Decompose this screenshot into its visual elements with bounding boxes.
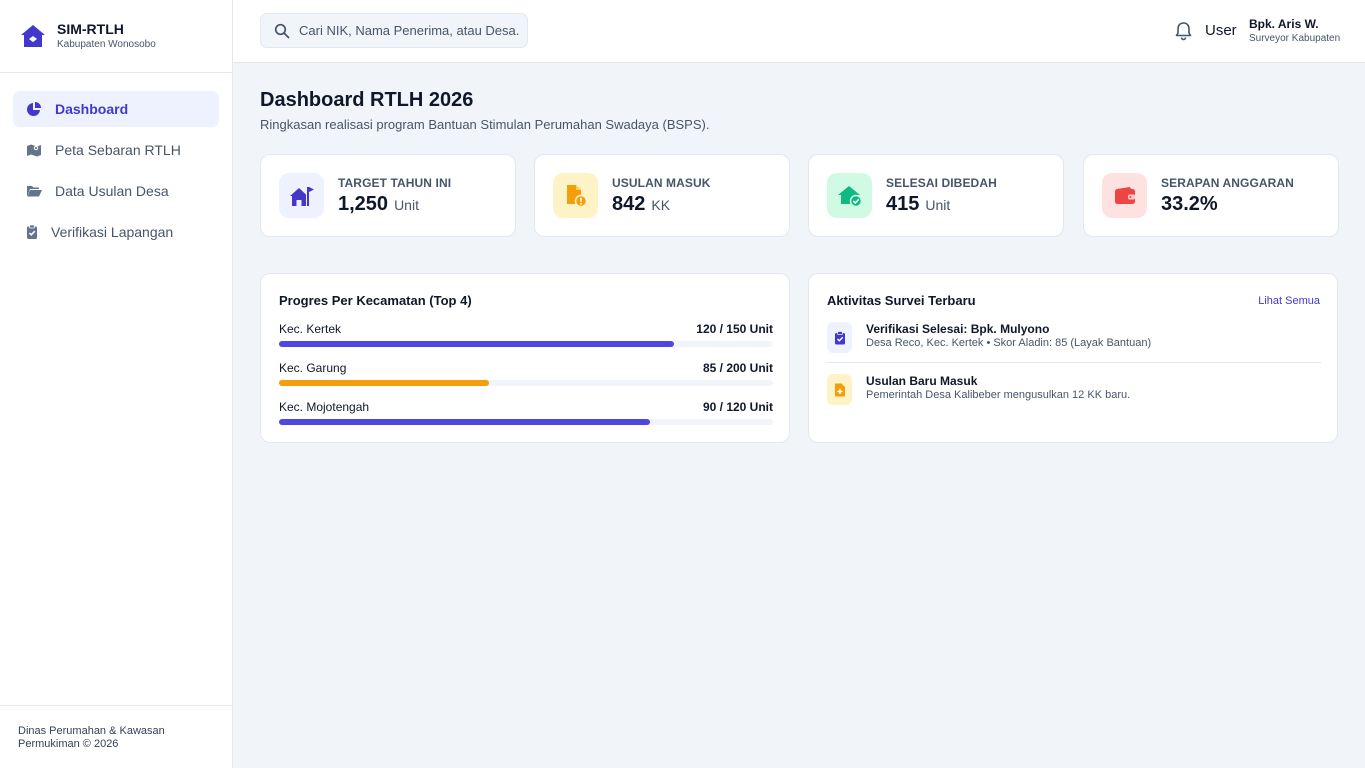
page-title: Dashboard RTLH 2026 <box>260 89 474 111</box>
search-input[interactable] <box>299 23 519 38</box>
progress-item: Kec. Kertek 120 / 150 Unit <box>279 322 773 347</box>
activity-title: Verifikasi Selesai: Bpk. Mulyono <box>866 322 1050 336</box>
stat-value-group: 842 KK <box>612 193 670 216</box>
chart-pie-icon <box>26 101 42 117</box>
clipboard-check-icon <box>24 224 40 240</box>
stat-unit: KK <box>651 197 671 213</box>
stat-value: 1,250 <box>338 193 389 215</box>
sidebar-item-label: Peta Sebaran RTLH <box>55 142 181 158</box>
sidebar-item-peta[interactable]: Peta Sebaran RTLH <box>13 132 219 168</box>
app-name: SIM-RTLH <box>57 20 124 37</box>
stat-card-usulan: USULAN MASUK 842 KK <box>534 154 790 237</box>
kecamatan-name: Kec. Mojotengah <box>279 400 370 414</box>
stat-value-group: 1,250 Unit <box>338 193 419 216</box>
folder-open-icon <box>26 183 42 199</box>
progress-card-title: Progres Per Kecamatan (Top 4) <box>279 293 472 308</box>
house-logo-icon <box>21 25 45 47</box>
sidebar-item-dashboard[interactable]: Dashboard <box>13 91 219 127</box>
user-label[interactable]: User <box>1205 22 1237 39</box>
sidebar-item-label: Dashboard <box>55 101 129 117</box>
activity-description: Pemerintah Desa Kalibeber mengusulkan 12… <box>866 389 1131 401</box>
progress-item: Kec. Mojotengah 90 / 120 Unit <box>279 400 773 425</box>
clipboard-check-icon <box>827 322 852 353</box>
kecamatan-name: Kec. Garung <box>279 361 347 375</box>
progress-track <box>279 419 773 425</box>
brand[interactable]: SIM-RTLH Kabupaten Wonosobo <box>0 0 232 73</box>
file-plus-icon <box>827 374 852 405</box>
sidebar-item-usulan[interactable]: Data Usulan Desa <box>13 173 219 209</box>
progress-track <box>279 380 773 386</box>
stat-card-target: TARGET TAHUN INI 1,250 Unit <box>260 154 516 237</box>
see-all-link[interactable]: Lihat Semua <box>1258 295 1320 307</box>
sidebar-item-label: Data Usulan Desa <box>55 183 169 199</box>
kecamatan-name: Kec. Kertek <box>279 322 342 336</box>
activity-description: Desa Reco, Kec. Kertek • Skor Aladin: 85… <box>866 337 1152 349</box>
user-role: Surveyor Kabupaten <box>1249 33 1341 44</box>
page-subtitle: Ringkasan realisasi program Bantuan Stim… <box>260 117 710 132</box>
search-box[interactable] <box>260 13 528 48</box>
sidebar-nav: Dashboard Peta Sebaran RTLH Data Usulan … <box>0 73 232 250</box>
user-profile[interactable]: Bpk. Aris W. Surveyor Kabupaten <box>1249 17 1340 45</box>
stat-label: USULAN MASUK <box>612 176 711 190</box>
stat-value: 33.2% <box>1161 193 1218 215</box>
bell-icon[interactable] <box>1174 21 1193 41</box>
stat-label: SERAPAN ANGGARAN <box>1161 176 1294 190</box>
stat-value-group: 415 Unit <box>886 193 950 216</box>
stat-card-selesai: SELESAI DIBEDAH 415 Unit <box>808 154 1064 237</box>
kecamatan-progress-value: 85 / 200 Unit <box>702 361 773 375</box>
sidebar: SIM-RTLH Kabupaten Wonosobo Dashboard Pe… <box>0 0 233 768</box>
stat-value: 842 <box>612 193 646 215</box>
progress-fill <box>279 380 489 386</box>
progress-track <box>279 341 773 347</box>
progress-fill <box>279 341 675 347</box>
progress-card: Progres Per Kecamatan (Top 4) Kec. Kerte… <box>260 273 790 443</box>
stat-value: 415 <box>886 193 920 215</box>
user-name: Bpk. Aris W. <box>1249 17 1319 31</box>
stat-label: SELESAI DIBEDAH <box>886 176 997 190</box>
kecamatan-progress-value: 90 / 120 Unit <box>702 400 773 414</box>
activity-divider <box>827 362 1321 363</box>
activity-title: Usulan Baru Masuk <box>866 374 978 388</box>
search-icon <box>274 23 290 38</box>
sidebar-item-verifikasi[interactable]: Verifikasi Lapangan <box>13 214 219 250</box>
activity-card-title: Aktivitas Survei Terbaru <box>827 293 976 308</box>
footer-line: Dinas Perumahan & Kawasan <box>18 725 165 737</box>
activity-card: Aktivitas Survei Terbaru Lihat Semua Ver… <box>808 273 1338 443</box>
progress-fill <box>279 419 650 425</box>
stat-card-anggaran: SERAPAN ANGGARAN 33.2% <box>1083 154 1339 237</box>
sidebar-footer: Dinas Perumahan & Kawasan Permukiman © 2… <box>0 705 232 768</box>
footer-line: Permukiman © 2026 <box>18 738 119 750</box>
progress-item: Kec. Garung 85 / 200 Unit <box>279 361 773 386</box>
stat-unit: Unit <box>394 197 419 213</box>
stat-value-group: 33.2% <box>1161 193 1218 216</box>
activity-item[interactable]: Usulan Baru Masuk Pemerintah Desa Kalibe… <box>827 374 1321 405</box>
house-flag-icon <box>279 173 324 218</box>
top-header: User Bpk. Aris W. Surveyor Kabupaten <box>233 0 1365 63</box>
house-check-icon <box>827 173 872 218</box>
sidebar-item-label: Verifikasi Lapangan <box>51 224 174 240</box>
file-alert-icon <box>553 173 598 218</box>
wallet-icon <box>1102 173 1147 218</box>
activity-item[interactable]: Verifikasi Selesai: Bpk. Mulyono Desa Re… <box>827 322 1321 353</box>
app-subtitle: Kabupaten Wonosobo <box>57 38 156 50</box>
kecamatan-progress-value: 120 / 150 Unit <box>696 322 773 336</box>
stat-label: TARGET TAHUN INI <box>338 176 452 190</box>
map-icon <box>26 142 42 158</box>
stat-unit: Unit <box>925 197 951 213</box>
